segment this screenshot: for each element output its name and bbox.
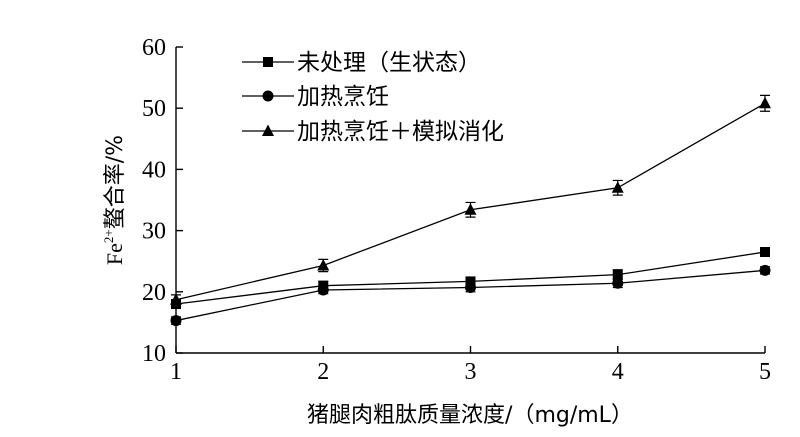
data-point (760, 247, 770, 258)
y-axis-title-rest: 螯合率/% (103, 135, 128, 229)
legend-item: 加热烹饪＋模拟消化 (242, 119, 504, 145)
legend-item: 加热烹饪 (242, 84, 389, 110)
y-tick-label: 50 (142, 96, 166, 122)
legend-label: 加热烹饪 (297, 84, 389, 110)
y-tick-label: 20 (142, 280, 166, 306)
x-axis-title: 猪腿肉粗肽质量浓度/（mg/mL） (307, 403, 633, 428)
y-axis-title-main: Fe (102, 243, 127, 265)
data-point (317, 284, 329, 296)
legend-label: 未处理（生状态） (297, 50, 481, 76)
y-tick-label: 60 (142, 35, 166, 61)
data-point (465, 276, 476, 287)
data-point (611, 181, 624, 193)
y-axis-title: Fe2+螯合率/% (101, 135, 128, 265)
x-tick-label: 3 (465, 359, 477, 385)
data-point (465, 282, 476, 294)
x-tick-label: 1 (170, 359, 182, 385)
data-point (317, 258, 330, 271)
x-tick-label: 4 (612, 359, 624, 385)
data-point (170, 293, 182, 305)
x-ticks: 1 2 3 4 5 (170, 346, 771, 385)
series-triangle (170, 94, 771, 306)
y-tick-label: 10 (142, 341, 166, 367)
y-ticks: 10 20 30 40 50 60 (142, 35, 183, 367)
legend-label: 加热烹饪＋模拟消化 (297, 119, 504, 145)
x-tick-label: 5 (759, 359, 771, 385)
y-tick-label: 40 (142, 157, 166, 183)
y-tick-label: 30 (142, 219, 166, 245)
data-point (759, 264, 771, 276)
data-point (612, 277, 624, 289)
data-point (612, 269, 623, 280)
y-axis-title-sup: 2+ (101, 229, 116, 243)
data-point (170, 315, 182, 327)
legend-marker (262, 90, 274, 102)
series-group (170, 94, 771, 327)
data-point (759, 96, 771, 109)
legend-item: 未处理（生状态） (242, 50, 481, 76)
legend-marker (262, 124, 274, 136)
data-point (464, 203, 477, 215)
x-tick-label: 2 (317, 359, 329, 385)
legend-marker (263, 57, 273, 67)
series-circle (170, 264, 771, 327)
